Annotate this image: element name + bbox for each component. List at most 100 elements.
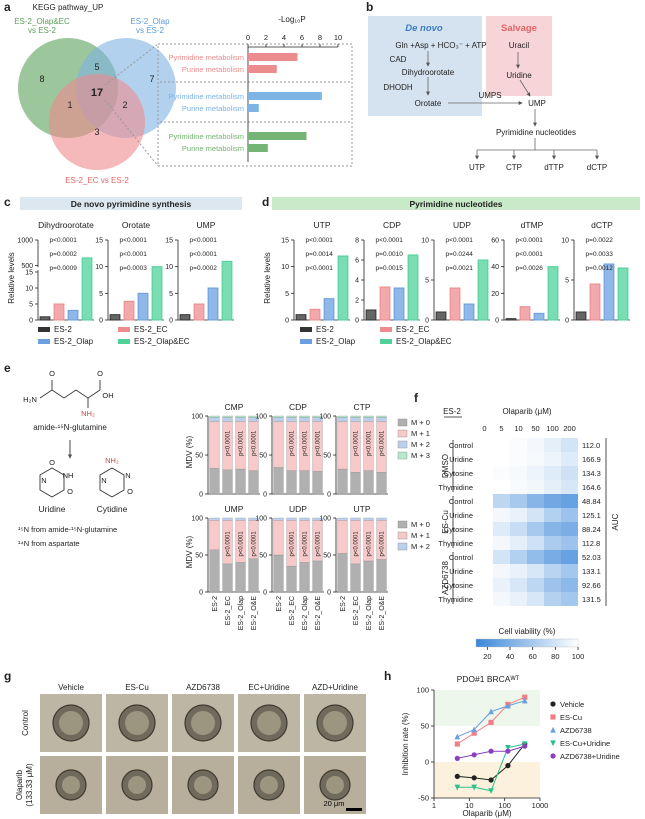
pathway-node: UMPS — [478, 91, 501, 100]
p-value: p=0.0026 — [516, 265, 544, 272]
bar-segment — [273, 554, 284, 593]
y-tick-label: 0 — [199, 590, 203, 597]
chart-title: dCTP — [591, 220, 613, 230]
x-tick-label: 4 — [282, 33, 286, 42]
bar-segment — [235, 468, 246, 495]
y-tick-label: 500 — [21, 263, 33, 270]
atom-label: N — [101, 476, 106, 485]
row-label: Cytosine — [444, 581, 473, 590]
data-point — [522, 694, 528, 700]
y-tick-label: 50 — [195, 553, 203, 560]
bar — [505, 318, 517, 321]
bar-segment — [273, 517, 284, 521]
group-label: DMSO — [441, 454, 450, 478]
cell-core — [191, 711, 215, 735]
p-value: p<0.0001 — [306, 237, 334, 244]
atom-label: O — [127, 487, 133, 496]
p-value: p<0.0001 — [354, 430, 360, 456]
pathway-node: DHODH — [383, 83, 413, 92]
row-label: Thymidine — [438, 483, 473, 492]
p-value: p<0.0001 — [380, 430, 386, 456]
colorbar-tick-label: 100 — [572, 652, 585, 661]
bar-segment — [337, 415, 348, 418]
panel-letter: h — [384, 669, 391, 683]
p-value: p<0.0001 — [252, 531, 258, 557]
atom-label: NH₂ — [105, 456, 119, 465]
heat-cell — [493, 480, 510, 494]
bar-segment — [363, 470, 374, 495]
x-tick-label: ES-2 — [212, 596, 219, 612]
y-tick-label: 50 — [323, 553, 331, 560]
data-point — [454, 733, 461, 740]
bar-segment — [209, 520, 220, 550]
venn-count: 1 — [67, 100, 72, 110]
legend-marker — [550, 740, 556, 747]
data-point — [454, 741, 460, 747]
legend-swatch — [397, 418, 408, 427]
legend-label: ES-2_Olap&EC — [134, 337, 190, 346]
heat-cell — [544, 452, 561, 466]
group-label: AZD6738 — [441, 561, 450, 595]
bar-segment — [273, 421, 284, 468]
p-value: p<0.0001 — [252, 430, 258, 456]
legend-swatch — [380, 327, 392, 332]
bar — [193, 303, 205, 321]
venn-count: 8 — [39, 74, 44, 84]
bar — [53, 303, 65, 321]
p-value: p=0.0015 — [376, 265, 404, 272]
pathway-node: Uracil — [509, 41, 530, 50]
heat-cell — [527, 494, 544, 508]
heat-cell — [476, 550, 493, 564]
chart-title: CDP — [289, 402, 307, 412]
column-label: ES-Cu — [125, 683, 149, 692]
x-tick-label: 8 — [318, 33, 322, 42]
venn-count: 3 — [94, 127, 99, 137]
column-label: EC+Uridine — [248, 683, 290, 692]
row-label: (133.33 μM) — [25, 763, 34, 807]
colorbar-tick-label: 40 — [506, 652, 514, 661]
heat-cell — [527, 480, 544, 494]
y-tick-label: 5 — [99, 291, 103, 298]
pathway-node: Uridine — [506, 71, 532, 80]
bar-segment — [376, 517, 387, 521]
bar-segment — [248, 470, 259, 495]
heat-cell — [527, 452, 544, 466]
bar-segment — [299, 470, 310, 495]
p-value: p<0.0001 — [316, 531, 322, 557]
legend-label: M + 2 — [411, 440, 430, 449]
column-label: 0 — [482, 424, 486, 433]
p-value: p=0.0002 — [50, 251, 78, 258]
heat-cell — [510, 480, 527, 494]
cytosine-ring — [99, 467, 125, 498]
p-value: p=0.0003 — [120, 265, 148, 272]
atom-label: O — [67, 487, 73, 496]
p-value: p<0.0001 — [226, 430, 232, 456]
chart-title: UDP — [289, 504, 307, 514]
heat-cell — [493, 592, 510, 606]
legend-marker — [550, 701, 556, 707]
bar-segment — [222, 517, 233, 521]
bar — [393, 287, 405, 321]
p-value: p<0.0001 — [190, 251, 218, 258]
y-tick-label: -50 — [418, 794, 429, 803]
heat-cell — [476, 494, 493, 508]
y-tick-label: 0 — [565, 318, 569, 325]
y-tick-label: 50 — [259, 453, 267, 460]
bar-segment — [350, 415, 361, 418]
bar-segment — [312, 415, 323, 418]
bar-segment — [286, 517, 297, 521]
note: ¹⁵N from amide-¹⁵N-glutamine — [18, 525, 117, 534]
glutamine-chain — [39, 389, 101, 399]
chart-title: UMP — [225, 504, 244, 514]
y-tick-label: 100 — [255, 414, 267, 421]
pathway-node: UMP — [528, 99, 546, 108]
heat-cell — [493, 578, 510, 592]
bar — [67, 309, 79, 321]
bar — [477, 259, 489, 321]
heat-cell — [544, 480, 561, 494]
bar — [123, 300, 135, 321]
pathway-node: Dihydroorotate — [402, 68, 455, 77]
x-tick-label: ES-2_EC — [225, 596, 232, 625]
y-tick-label: 0 — [99, 318, 103, 325]
x-tick-label: ES-2_Olap — [238, 596, 245, 630]
